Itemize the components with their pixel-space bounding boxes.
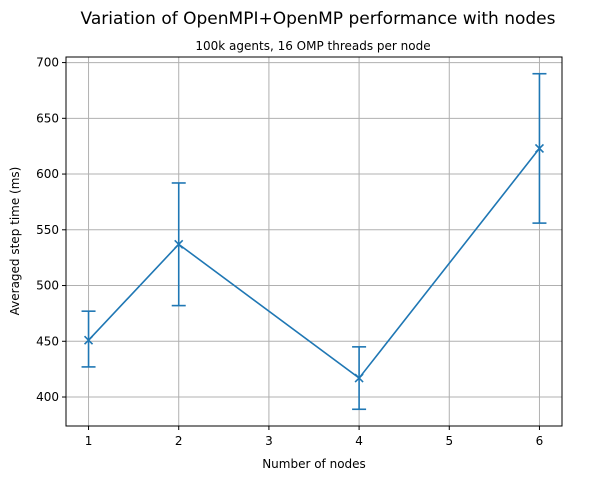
y-tick-label: 400 (36, 390, 59, 404)
y-axis-label: Averaged step time (ms) (8, 167, 22, 316)
tick-marks (62, 62, 540, 430)
data-point-marker (534, 143, 545, 153)
y-tick-label: 500 (36, 279, 59, 293)
y-tick-label: 600 (36, 167, 59, 181)
y-tick-label: 550 (36, 223, 59, 237)
series-line (87, 147, 541, 380)
x-tick-label: 6 (536, 434, 544, 448)
x-tick-label: 2 (175, 434, 183, 448)
chart-subtitle: 100k agents, 16 OMP threads per node (195, 39, 430, 53)
y-tick-label: 450 (36, 334, 59, 348)
series-layer (83, 143, 545, 383)
marker-stroke (174, 239, 184, 249)
x-tick-label: 1 (85, 434, 93, 448)
tick-labels: 1 2 3 4 5 6 400 450 500 550 600 650 700 (36, 56, 543, 448)
marker-stroke (354, 373, 364, 383)
error-bars (81, 72, 547, 411)
data-point-marker (354, 373, 364, 383)
x-tick-label: 3 (265, 434, 273, 448)
grid-lines (66, 57, 562, 426)
data-point-marker (83, 335, 94, 345)
marker-stroke (83, 335, 94, 345)
x-tick-label: 4 (355, 434, 363, 448)
data-point-marker (174, 239, 184, 249)
chart-title: Variation of OpenMPI+OpenMP performance … (81, 9, 556, 29)
marker-stroke (534, 143, 545, 153)
y-tick-label: 650 (36, 111, 59, 125)
x-tick-label: 5 (445, 434, 453, 448)
plot-frame (65, 56, 563, 427)
y-tick-label: 700 (36, 56, 59, 70)
x-axis-label: Number of nodes (262, 457, 366, 471)
